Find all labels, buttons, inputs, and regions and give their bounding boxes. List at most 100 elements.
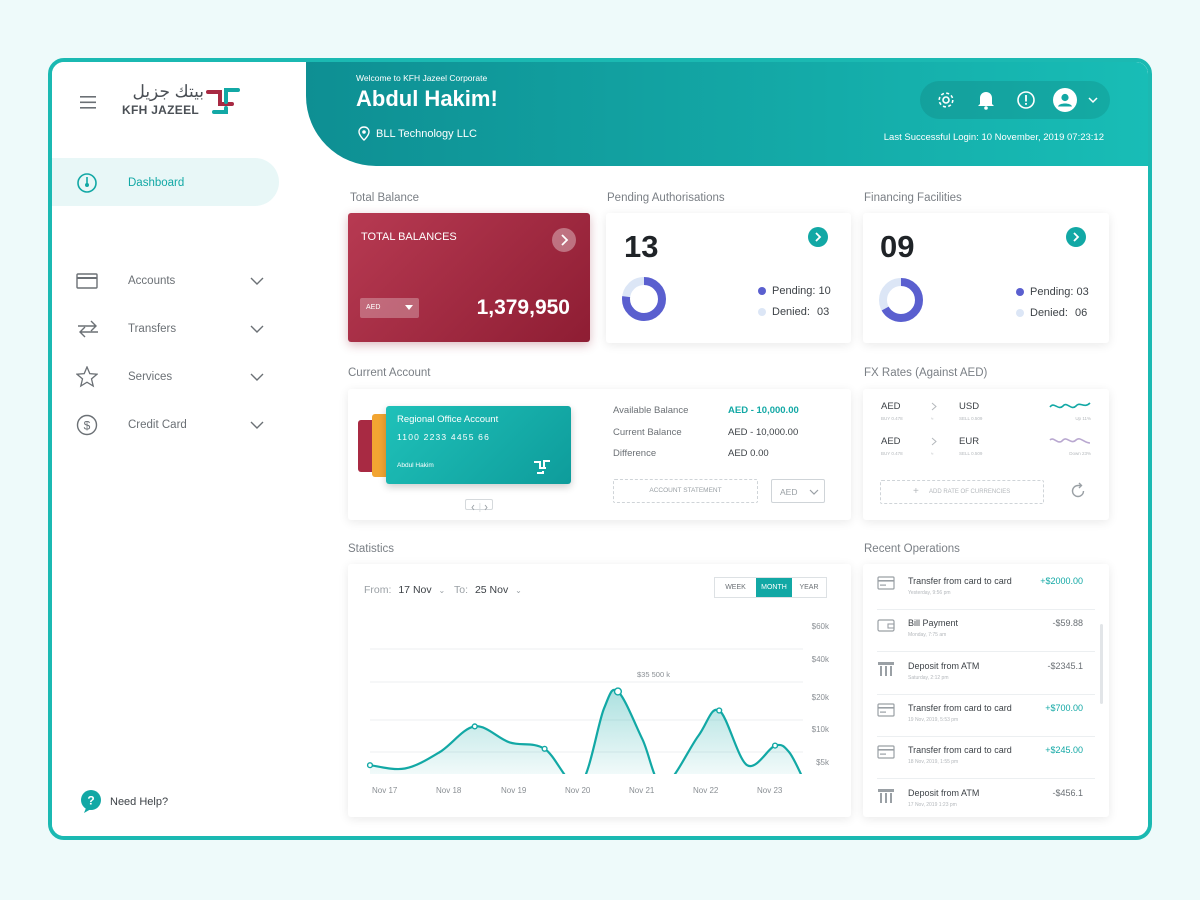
alert-icon[interactable] xyxy=(1017,91,1035,109)
scrollbar[interactable] xyxy=(1100,624,1103,704)
x-tick-label: Nov 23 xyxy=(757,786,783,795)
operation-date: Yesterday, 9:56 pm xyxy=(908,590,951,596)
list-item[interactable]: Deposit from ATM 17 Nov, 2019 1:23 pm -$45… xyxy=(877,780,1095,818)
financing-denied-value: 06 xyxy=(1075,307,1088,319)
y-tick-label: $10k xyxy=(811,725,829,734)
logo-mark-icon xyxy=(534,460,550,474)
card-icon xyxy=(877,745,895,764)
chart-point[interactable] xyxy=(471,723,478,730)
chevron-down-icon[interactable] xyxy=(1088,97,1098,104)
chevron-down-icon[interactable] xyxy=(250,373,264,381)
tab-year[interactable]: YEAR xyxy=(799,584,819,591)
pending-arrow-button[interactable] xyxy=(808,227,828,247)
refresh-icon[interactable] xyxy=(1069,482,1087,500)
card-pager[interactable] xyxy=(465,499,494,513)
operation-amount: +$2000.00 xyxy=(1040,576,1083,586)
user-icon xyxy=(1058,93,1072,107)
chevron-down-icon[interactable] xyxy=(250,421,264,429)
chart-point[interactable] xyxy=(771,742,779,749)
avatar[interactable] xyxy=(1053,88,1077,112)
tab-month[interactable]: MONTH xyxy=(756,578,792,597)
sidebar-item-credit-card[interactable]: $ Credit Card xyxy=(52,405,282,445)
sidebar-item-accounts[interactable]: Accounts xyxy=(52,261,282,301)
list-item[interactable]: Transfer from card to card 18 Nov, 2019, … xyxy=(877,737,1095,780)
menu-icon[interactable] xyxy=(80,96,98,115)
operation-title: Deposit from ATM xyxy=(908,787,980,798)
fx-sparkline-down xyxy=(1049,437,1091,444)
company-name: BLL Technology LLC xyxy=(376,128,477,140)
total-balance-card[interactable]: TOTAL BALANCES AED 1,379,950 xyxy=(348,213,590,342)
sidebar-item-dashboard[interactable]: Dashboard xyxy=(52,158,279,206)
chart-point[interactable] xyxy=(366,762,374,769)
card-icon xyxy=(76,270,98,292)
financing-donut-chart xyxy=(879,278,923,322)
chevron-right-icon xyxy=(931,437,937,446)
chevron-right-icon xyxy=(815,232,822,242)
fx-from-sub: BUY 0.478 xyxy=(881,451,903,456)
fx-spacer-text: ≈ xyxy=(931,451,934,456)
operation-title: Transfer from card to card xyxy=(908,745,1012,756)
chart-point[interactable] xyxy=(716,707,723,714)
tab-week[interactable]: WEEK xyxy=(725,584,746,591)
chart-callout: $35 500 k xyxy=(637,670,670,679)
fx-section-title: FX Rates (Against AED) xyxy=(864,367,988,379)
period-toggle: WEEK MONTH YEAR xyxy=(714,577,827,598)
welcome-text: Welcome to KFH Jazeel Corporate xyxy=(356,73,488,83)
operation-title: Bill Payment xyxy=(908,618,959,629)
account-currency-select[interactable]: AED xyxy=(771,479,825,503)
currency-select[interactable]: AED xyxy=(360,298,419,318)
operation-amount: +$700.00 xyxy=(1045,702,1083,713)
statistics-card: From: 17 Nov ⌄ To: 25 Nov ⌄ WEEK MONTH Y… xyxy=(348,564,851,817)
total-balance-arrow-button[interactable] xyxy=(552,228,576,252)
operation-title: Deposit from ATM xyxy=(908,660,980,671)
list-item[interactable]: Transfer from card to card Yesterday, 9:5… xyxy=(877,568,1095,610)
gear-icon[interactable] xyxy=(937,91,955,109)
operation-amount: -$2345.1 xyxy=(1047,660,1083,671)
chart-point[interactable] xyxy=(541,745,548,752)
bell-icon[interactable] xyxy=(977,90,995,110)
fx-card: AED BUY 0.478 ≈ USD SELL 0.509 Up 11% AE… xyxy=(863,389,1109,520)
fx-trend-down: Down 23% xyxy=(1069,451,1091,456)
y-tick-label: $40k xyxy=(811,655,829,664)
fx-from-currency: AED xyxy=(881,401,901,412)
chevron-right-icon xyxy=(1073,232,1080,242)
card-icon xyxy=(877,703,895,722)
list-item[interactable]: Transfer from card to card 19 Nov, 2019, … xyxy=(877,695,1095,737)
plus-icon: + xyxy=(913,486,919,497)
current-balance-label: Current Balance xyxy=(613,427,682,438)
account-card[interactable]: Regional Office Account 1100 2233 4455 6… xyxy=(386,406,571,484)
sidebar: بيتك جزيل KFH JAZEEL Dashboard Accounts xyxy=(52,62,306,836)
operation-date: Monday, 7:75 am xyxy=(908,632,947,639)
financing-count: 09 xyxy=(880,229,915,264)
list-item[interactable]: Bill Payment Monday, 7:75 am -$59.88 xyxy=(877,610,1095,653)
financing-arrow-button[interactable] xyxy=(1066,227,1086,247)
available-balance-label: Available Balance xyxy=(613,405,689,416)
available-balance-value: AED - 10,000.00 xyxy=(728,405,799,416)
to-date-picker[interactable]: To: 25 Nov ⌄ xyxy=(454,584,522,596)
dollar-icon: $ xyxy=(76,414,98,436)
chevron-down-icon: ⌄ xyxy=(438,586,446,595)
need-help-button[interactable]: ? Need Help? xyxy=(80,790,220,814)
chevron-down-icon[interactable] xyxy=(250,325,264,333)
total-balance-amount: 1,379,950 xyxy=(476,296,570,319)
chart-point[interactable] xyxy=(613,687,623,696)
sidebar-item-services[interactable]: Services xyxy=(52,357,282,397)
current-account-section-title: Current Account xyxy=(348,367,431,379)
dashboard-icon xyxy=(77,173,97,193)
account-card-number: 1100 2233 4455 66 xyxy=(397,432,491,442)
user-name: Abdul Hakim! xyxy=(356,86,498,111)
chevron-right-icon xyxy=(561,234,569,246)
pending-donut-chart xyxy=(622,277,666,321)
add-rate-button[interactable]: + ADD RATE OF CURRENCIES xyxy=(880,480,1044,504)
from-date-picker[interactable]: From: 17 Nov ⌄ xyxy=(364,584,446,596)
chevron-down-icon[interactable] xyxy=(250,277,264,285)
sidebar-item-label: Dashboard xyxy=(128,177,185,189)
sidebar-item-transfers[interactable]: Transfers xyxy=(52,309,282,349)
main-content: Welcome to KFH Jazeel Corporate Abdul Ha… xyxy=(306,62,1148,836)
list-item[interactable]: Deposit from ATM Saturday, 2:12 pm -$2345.… xyxy=(877,653,1095,695)
account-statement-button[interactable]: ACCOUNT STATEMENT xyxy=(613,479,758,503)
financing-section-title: Financing Facilities xyxy=(864,192,962,204)
denied-dot xyxy=(1016,309,1024,318)
pager-arrows-icon[interactable] xyxy=(466,502,494,513)
fx-trend-up: Up 11% xyxy=(1075,416,1091,421)
